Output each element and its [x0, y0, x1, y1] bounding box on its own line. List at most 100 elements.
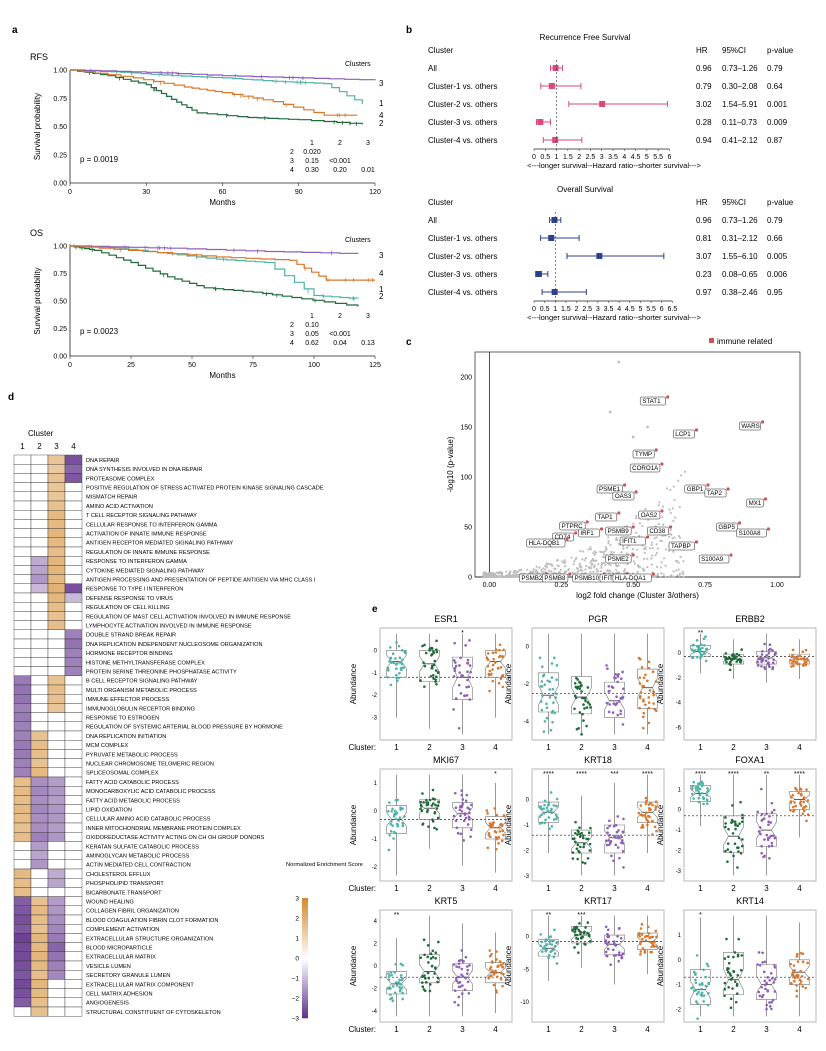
- boxplot-point: [791, 810, 795, 813]
- boxplot-y-label: Abundance: [656, 804, 665, 845]
- boxplot-point: [491, 663, 495, 667]
- boxplot-point: [615, 830, 619, 834]
- volcano-point: [485, 574, 488, 577]
- boxplot-y-tick: 1: [678, 787, 682, 793]
- volcano-point: [626, 563, 629, 566]
- volcano-point: [631, 547, 634, 551]
- boxplot-point: [589, 706, 592, 709]
- boxplot-point: [459, 985, 462, 988]
- volcano-point: [646, 425, 649, 429]
- heatmap-cell: [13, 464, 32, 474]
- boxplot-point: [461, 798, 465, 801]
- boxplot-point: [391, 652, 395, 656]
- boxplot-point: [497, 841, 500, 845]
- boxplot-point: [621, 839, 624, 842]
- boxplot-point: [401, 977, 405, 980]
- heatmap-row-label: COMPLEMENT ACTIVATION: [86, 927, 159, 933]
- volcano-point: [672, 570, 675, 573]
- boxplot-point: [796, 960, 800, 963]
- boxplot-point: [740, 968, 743, 972]
- boxplot-point: [499, 963, 503, 967]
- boxplot-point: [806, 813, 810, 816]
- boxplot-point: [495, 950, 498, 953]
- boxplot-significance: ***: [610, 771, 618, 778]
- boxplot-point: [733, 951, 737, 954]
- boxplot-point: [610, 854, 613, 858]
- heatmap-cell: [30, 979, 49, 989]
- boxplot-point: [767, 651, 771, 655]
- boxplot-point: [465, 694, 469, 697]
- boxplot-point: [731, 987, 734, 990]
- boxplot-point: [649, 940, 652, 944]
- boxplot-significance: **: [394, 912, 400, 919]
- heatmap-cell: [47, 620, 66, 630]
- volcano-point: [589, 548, 592, 551]
- boxplot-point: [432, 674, 435, 677]
- heatmap-cell: [13, 767, 32, 778]
- volcano-gene-box: [605, 526, 632, 536]
- forest-x-tick: 3: [596, 306, 600, 313]
- volcano-gene-point: [645, 535, 650, 539]
- heatmap-cell: [64, 629, 83, 640]
- boxplot-point: [792, 664, 795, 668]
- heatmap-cell: [30, 721, 49, 732]
- boxplot-point: [696, 785, 699, 789]
- boxplot-point: [736, 866, 739, 869]
- volcano-gene-point: [766, 527, 770, 531]
- boxplot-point: [460, 973, 463, 976]
- heatmap-cell: [30, 528, 49, 538]
- boxplot-point: [706, 1003, 710, 1007]
- heatmap-cell: [30, 546, 49, 557]
- heatmap-cell: [13, 951, 32, 962]
- boxplot-significance: **: [764, 771, 770, 778]
- volcano-point: [633, 562, 637, 565]
- heatmap-cell: [47, 666, 66, 676]
- heatmap-cell: [30, 914, 49, 925]
- km-pairwise-cell: 3: [290, 158, 294, 165]
- heatmap-cell: [47, 786, 66, 796]
- boxplot-point: [582, 845, 585, 849]
- boxplot-point: [724, 816, 727, 819]
- volcano-point: [550, 563, 553, 566]
- boxplot-point: [468, 807, 471, 811]
- volcano-point: [673, 536, 676, 539]
- boxplot-point: [655, 829, 658, 833]
- forest-x-tick: 5.5: [646, 306, 656, 313]
- forest-ci: 0.73–1.26: [722, 64, 758, 73]
- boxplot-point: [737, 653, 741, 657]
- boxplot-point: [643, 951, 647, 954]
- boxplot-point: [701, 646, 704, 650]
- boxplot-cluster-tick: 4: [797, 743, 802, 752]
- heatmap-cell: [64, 703, 83, 713]
- boxplot-y-tick: 0: [526, 798, 530, 804]
- boxplot-point: [697, 796, 701, 800]
- boxplot-point: [581, 935, 585, 939]
- volcano-point: [615, 568, 618, 571]
- heatmap-row-label: DNA REPLICATION INDEPENDENT NUCLEOSOME O…: [86, 642, 263, 648]
- volcano-point: [604, 563, 607, 566]
- boxplot-point: [584, 699, 587, 703]
- boxplot-point: [428, 989, 432, 993]
- heatmap-cell: [64, 482, 83, 493]
- boxplot-point: [433, 972, 436, 975]
- boxplot-point: [394, 657, 397, 660]
- volcano-point: [584, 568, 587, 571]
- volcano-point: [542, 567, 545, 570]
- forest-row-label: Cluster-2 vs. others: [428, 252, 497, 261]
- boxplot-point: [739, 660, 742, 664]
- boxplot-point: [433, 826, 436, 830]
- boxplot-point: [621, 723, 625, 726]
- boxplot-point: [737, 836, 741, 840]
- heatmap-row-label: B CELL RECEPTOR SIGNALING PATHWAY: [86, 679, 198, 685]
- boxplot-point: [399, 806, 402, 810]
- boxplot-point: [740, 844, 744, 848]
- boxplot-cluster-tick: 4: [797, 1025, 802, 1034]
- boxplot-y-tick: -5: [524, 967, 530, 973]
- heatmap-cell: [13, 694, 32, 704]
- boxplot-point: [621, 670, 624, 674]
- boxplot-point: [801, 952, 805, 956]
- boxplot-point: [541, 950, 544, 953]
- boxplot-point: [555, 804, 558, 808]
- volcano-point: [659, 575, 662, 578]
- volcano-point: [590, 566, 593, 570]
